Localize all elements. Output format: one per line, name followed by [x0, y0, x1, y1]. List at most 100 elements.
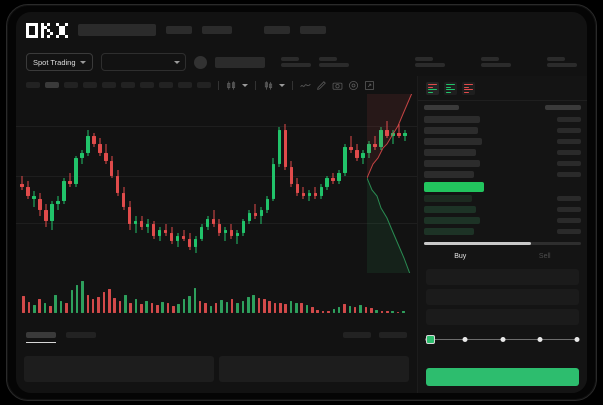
trading-mode-dropdown[interactable]: Spot Trading — [26, 53, 93, 71]
candlestick — [253, 94, 258, 273]
pencil-icon[interactable] — [316, 80, 327, 91]
volume-bar — [107, 289, 111, 313]
volume-bar — [364, 306, 368, 313]
candlestick — [379, 94, 383, 273]
candlestick — [121, 94, 126, 273]
candlestick — [145, 94, 150, 273]
timeframe-button[interactable] — [159, 82, 173, 88]
orderbook-scrollbar[interactable] — [424, 242, 581, 245]
orderbook-mode-both-icon[interactable] — [426, 82, 439, 95]
candlestick — [104, 94, 108, 273]
order-field-price[interactable] — [426, 268, 579, 285]
orderbook-row[interactable] — [424, 215, 581, 226]
candlestick — [277, 94, 282, 273]
volume-bar — [22, 296, 25, 313]
orderbook[interactable] — [418, 101, 587, 237]
orderbook-mode-bids-icon[interactable] — [444, 82, 457, 95]
orderbook-row[interactable] — [424, 114, 581, 125]
orderbook-row[interactable] — [424, 158, 581, 169]
orderbook-row[interactable] — [424, 204, 581, 215]
nav-item-4[interactable] — [300, 26, 326, 34]
candlestick-type-icon[interactable] — [226, 80, 237, 91]
candlestick — [199, 94, 204, 273]
slider-stop[interactable] — [462, 336, 468, 342]
candlestick — [271, 94, 276, 273]
tab-buy[interactable]: Buy — [454, 252, 467, 260]
timeframe-button[interactable] — [45, 82, 59, 88]
market-subheader: Spot Trading — [16, 48, 587, 76]
volume-bar — [70, 289, 74, 313]
orderbook-row[interactable] — [424, 147, 581, 158]
orderbook-mode-asks-icon[interactable] — [462, 82, 475, 95]
settings-gear-icon[interactable] — [348, 80, 359, 91]
device-bezel: Spot Trading — [6, 4, 597, 401]
timeframe-button[interactable] — [197, 82, 211, 88]
nav-item-1[interactable] — [166, 26, 192, 34]
orderbook-qty-bar — [557, 161, 581, 166]
order-field-total[interactable] — [426, 308, 579, 325]
order-field-amount[interactable] — [426, 288, 579, 305]
timeframe-button[interactable] — [64, 82, 78, 88]
volume-bar — [102, 292, 106, 313]
price-chart[interactable] — [16, 94, 417, 273]
amount-slider[interactable] — [425, 334, 580, 344]
line-chart-icon[interactable] — [300, 80, 311, 91]
volume-bar — [273, 302, 277, 313]
timeframe-button[interactable] — [121, 82, 135, 88]
candlestick — [337, 94, 341, 273]
okx-logo-icon[interactable] — [26, 22, 68, 38]
candlestick — [373, 94, 377, 273]
candlestick — [116, 94, 120, 273]
orderbook-price-bar — [424, 149, 476, 156]
submit-buy-button[interactable] — [426, 368, 579, 386]
bottom-tab-1[interactable] — [26, 332, 56, 338]
slider-stop[interactable] — [537, 336, 543, 342]
candlestick — [92, 94, 96, 273]
chevron-down-icon[interactable] — [279, 83, 285, 87]
orderbook-row[interactable] — [424, 193, 581, 204]
orderbook-row[interactable] — [424, 125, 581, 136]
volume-bar — [220, 300, 223, 313]
slider-handle[interactable] — [426, 334, 435, 344]
toolbar-divider — [218, 80, 219, 90]
bottom-tab-2[interactable] — [66, 332, 96, 338]
volume-bar — [396, 311, 400, 313]
timeframe-button[interactable] — [140, 82, 154, 88]
camera-icon[interactable] — [332, 80, 343, 91]
orderbook-row[interactable] — [424, 226, 581, 237]
tab-sell[interactable]: Sell — [538, 252, 551, 260]
timeframe-button[interactable] — [178, 82, 192, 88]
candlestick — [86, 94, 90, 273]
chevron-down-icon[interactable] — [242, 83, 248, 87]
orderbook-row[interactable] — [424, 136, 581, 147]
timeframe-button[interactable] — [26, 82, 40, 88]
orderbook-row[interactable] — [424, 169, 581, 180]
bottom-panel-1[interactable] — [24, 356, 214, 382]
pair-select-dropdown[interactable] — [100, 53, 186, 71]
candlestick — [283, 94, 288, 273]
orderbook-price-bar — [424, 217, 480, 224]
candlestick — [187, 94, 192, 273]
bottom-panel-2[interactable] — [219, 356, 409, 382]
market-stat — [481, 56, 511, 68]
indicators-icon[interactable] — [263, 80, 274, 91]
market-stat — [319, 56, 349, 68]
bottom-action-1[interactable] — [343, 332, 371, 338]
candlestick — [181, 94, 186, 273]
slider-stop[interactable] — [500, 336, 505, 342]
slider-stop[interactable] — [574, 336, 580, 342]
orderbook-row-highlighted[interactable] — [424, 180, 581, 193]
bottom-action-2[interactable] — [379, 332, 407, 338]
fullscreen-icon[interactable] — [364, 80, 375, 91]
app-header — [16, 12, 587, 48]
nav-item-2[interactable] — [202, 26, 232, 34]
timeframe-button[interactable] — [102, 82, 116, 88]
nav-item-3[interactable] — [264, 26, 290, 34]
candlestick — [355, 94, 359, 273]
timeframe-button[interactable] — [83, 82, 97, 88]
candlestick — [325, 94, 329, 273]
volume-bar — [97, 297, 100, 313]
search-input[interactable] — [78, 24, 156, 36]
volume-bar — [241, 301, 245, 313]
